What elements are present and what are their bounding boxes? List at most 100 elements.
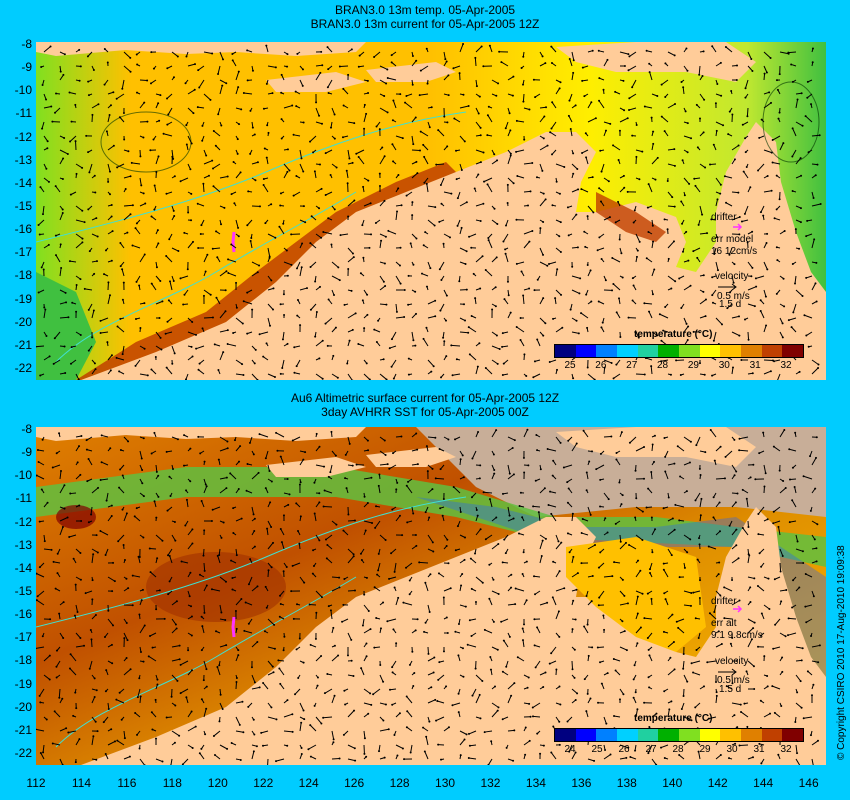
panel1-current-vector-head xyxy=(696,146,699,149)
panel1-current-vector-head xyxy=(286,170,289,173)
panel1-current-vector-head xyxy=(315,101,318,104)
panel1-current-vector-head xyxy=(593,378,596,380)
panel1-current-vector-head xyxy=(806,96,809,99)
panel1-current-vector-head xyxy=(109,193,112,196)
panel2-velocity-value: 0.5 m/s xyxy=(717,675,750,686)
panel2-current-vector-head xyxy=(412,512,415,515)
panel2-current-vector-head xyxy=(745,670,748,673)
panel1-current-vector-head xyxy=(105,130,108,133)
panel2-current-vector xyxy=(59,727,67,732)
panel1-current-vector-head xyxy=(146,120,149,123)
panel1-current-vector xyxy=(539,145,548,151)
panel1-current-vector-head xyxy=(264,222,267,225)
panel1-current-vector-head xyxy=(280,91,283,94)
panel1-current-vector-head xyxy=(206,253,209,256)
panel1-current-vector-head xyxy=(744,96,747,99)
panel1-current-vector-head xyxy=(386,111,389,114)
panel1-current-vector-head xyxy=(110,203,113,206)
panel2-current-vector-head xyxy=(522,551,525,554)
panel2-current-vector-head xyxy=(606,672,609,675)
panel1-current-vector-head xyxy=(568,99,571,102)
panel2-current-vector-head xyxy=(678,576,681,579)
panel2-current-vector xyxy=(151,711,157,718)
panel2-current-vector xyxy=(710,429,717,438)
panel2-current-vector-head xyxy=(454,549,457,552)
panel2-current-vector-head xyxy=(815,547,818,550)
panel2-current-vector-head xyxy=(439,468,442,471)
panel1-current-vector-head xyxy=(286,148,289,151)
panel2-current-vector-head xyxy=(567,487,570,490)
panel1-current-vector-head xyxy=(723,175,726,178)
panel1-current-vector xyxy=(43,355,50,361)
panel2-current-vector xyxy=(507,518,514,522)
panel2-current-vector-head xyxy=(723,617,726,620)
panel1-current-vector-head xyxy=(407,373,410,376)
panel1-current-vector-head xyxy=(71,301,74,304)
panel1-current-vector-head xyxy=(586,215,589,218)
panel1-current-vector-head xyxy=(672,240,675,243)
panel2-current-vector xyxy=(811,644,820,648)
x-tick-label: 116 xyxy=(117,776,137,790)
panel1-current-vector-head xyxy=(54,234,57,237)
panel1-eddy-east xyxy=(762,81,820,163)
panel1-current-vector-head xyxy=(295,267,298,270)
panel1-current-vector-head xyxy=(532,376,535,379)
panel1-current-vector-head xyxy=(247,190,250,193)
panel2-current-vector-head xyxy=(382,719,385,722)
panel2-current-vector-head xyxy=(151,728,154,731)
panel2-current-vector xyxy=(427,604,431,613)
panel2-current-vector-head xyxy=(107,609,110,612)
panel2-current-vector-head xyxy=(604,748,607,751)
panel1-current-vector-head xyxy=(697,223,700,226)
panel1-current-vector-head xyxy=(762,214,765,217)
panel1-current-vector-head xyxy=(119,265,122,268)
panel2-current-vector-head xyxy=(285,566,288,569)
panel2-current-vector-head xyxy=(602,614,605,617)
panel2-current-vector xyxy=(388,576,397,580)
panel2-current-vector-head xyxy=(104,553,107,556)
panel1-current-vector-head xyxy=(196,202,199,205)
panel2-current-vector-head xyxy=(139,695,142,698)
panel1-current-vector xyxy=(487,114,493,123)
panel2-current-vector xyxy=(374,586,381,592)
panel1-current-vector-head xyxy=(236,152,239,155)
panel1-current-vector-head xyxy=(45,167,48,170)
panel1-current-vector-head xyxy=(302,170,305,173)
panel2-current-vector-head xyxy=(805,621,808,624)
panel2-current-vector-head xyxy=(185,696,188,699)
panel1-current-vector xyxy=(616,312,621,319)
panel2-current-vector-head xyxy=(199,452,202,455)
panel2-current-vector xyxy=(69,668,77,676)
panel2-current-vector xyxy=(581,532,589,536)
panel2-current-vector-head xyxy=(505,665,508,668)
panel1-current-vector-head xyxy=(159,336,162,339)
panel1-current-vector xyxy=(267,303,274,310)
panel2-current-vector-head xyxy=(632,696,635,699)
panel1-colorbar-tick: 28 xyxy=(657,360,669,371)
panel1-current-vector-head xyxy=(636,249,639,252)
panel2-current-vector-head xyxy=(167,554,170,557)
panel2-current-vector xyxy=(647,744,653,754)
panel2-current-vector-head xyxy=(48,678,51,681)
panel2-current-vector-head xyxy=(351,464,354,467)
panel1-current-vector-head xyxy=(766,174,769,177)
panel2-current-vector xyxy=(171,628,177,634)
panel2-current-vector-head xyxy=(372,693,375,696)
panel2-current-vector-head xyxy=(618,698,621,701)
panel1-current-vector-head xyxy=(712,143,715,146)
panel2-current-vector xyxy=(36,475,45,480)
panel1-current-vector-head xyxy=(716,198,719,201)
panel1-current-vector xyxy=(550,46,557,53)
panel1-current-vector-head xyxy=(439,184,442,187)
panel2-current-vector xyxy=(731,557,739,564)
panel1-current-vector-head xyxy=(186,268,189,271)
panel2-current-vector xyxy=(739,449,749,452)
panel1-current-vector-head xyxy=(546,264,549,267)
panel1-current-vector xyxy=(43,309,46,319)
panel2-current-vector xyxy=(682,660,685,669)
panel1-current-vector-head xyxy=(495,334,498,337)
panel2-current-vector-head xyxy=(555,668,558,671)
panel1-current-vector-head xyxy=(251,69,254,72)
panel2-current-vector-head xyxy=(746,725,749,728)
panel2-current-vector-head xyxy=(773,711,776,714)
